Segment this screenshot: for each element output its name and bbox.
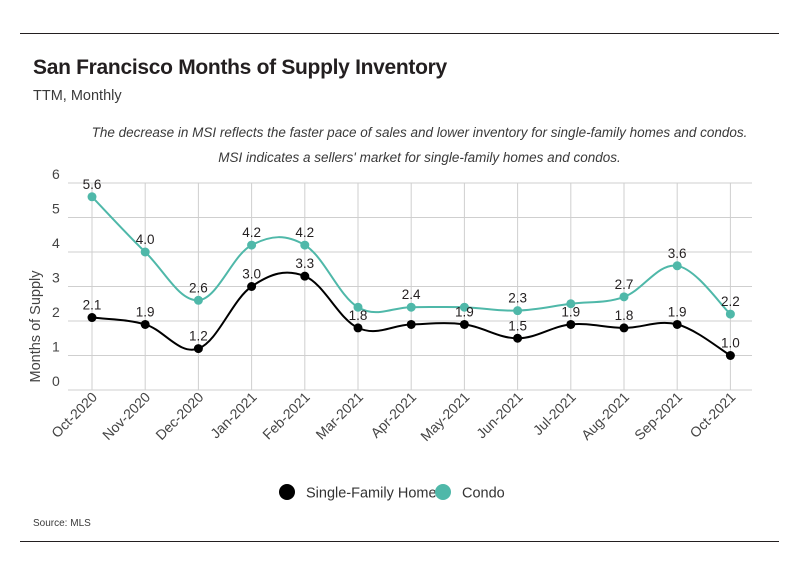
x-tick-label: Dec-2020 [152, 389, 206, 443]
single-family-data-label: 1.8 [615, 308, 634, 323]
x-tick-label: Oct-2020 [48, 389, 100, 441]
condo-data-label: 2.3 [508, 291, 527, 306]
single-family-data-label: 1.9 [455, 304, 474, 319]
single-family-point [193, 344, 203, 354]
x-tick-label: Nov-2020 [99, 389, 153, 443]
condo-point [353, 302, 363, 312]
condo-point [566, 299, 576, 309]
x-tick-label: Aug-2021 [578, 389, 632, 443]
single-family-point [672, 319, 682, 329]
y-tick-label: 6 [52, 166, 60, 182]
single-family-data-label: 1.2 [189, 329, 208, 344]
y-tick-label: 4 [52, 235, 60, 251]
single-family-point [725, 351, 735, 360]
condo-point [140, 247, 150, 257]
x-tick-label: May-2021 [417, 389, 472, 444]
single-family-point [406, 319, 416, 329]
y-tick-label: 1 [52, 339, 60, 355]
condo-point [459, 302, 469, 312]
single-family-point [300, 271, 310, 281]
condo-point [406, 302, 416, 312]
single-family-point [247, 282, 257, 291]
condo-point [193, 295, 203, 305]
series-lines: 2.1 1.9 1.2 3.0 3.3 1.8 1.9 1.5 1.9 1.8 1.9 1.0 5.6 4… [83, 177, 740, 360]
chart-note-line-2: MSI indicates a sellers' market for sing… [218, 150, 621, 165]
condo-point [725, 309, 735, 319]
single-family-data-label: 1.0 [721, 336, 740, 351]
single-family-point [566, 319, 576, 329]
chart-subtitle: TTM, Monthly [33, 88, 122, 104]
y-tick-label: 3 [52, 270, 60, 286]
condo-data-label: 2.2 [721, 294, 740, 309]
x-tick-label: Oct-2021 [686, 389, 738, 441]
x-tick-label: Apr-2021 [367, 389, 419, 441]
single-family-data-label: 2.1 [83, 298, 102, 313]
condo-point [247, 240, 257, 250]
top-rule [20, 33, 779, 34]
single-family-point [619, 323, 629, 333]
single-family-data-label: 1.8 [349, 308, 368, 323]
single-family-point [140, 319, 150, 329]
legend-marker-condo [435, 484, 451, 500]
condo-data-label: 2.7 [615, 277, 634, 292]
single-family-data-label: 1.9 [136, 304, 155, 319]
y-tick-label: 2 [52, 304, 60, 320]
y-axis-title: Months of Supply [28, 270, 44, 383]
x-tick-label: Jan-2021 [207, 389, 260, 442]
single-family-data-label: 1.9 [668, 304, 687, 319]
x-tick-label: Feb-2021 [259, 389, 313, 443]
condo-data-label: 4.2 [295, 225, 314, 240]
single-family-point [459, 319, 469, 329]
legend-label-condo: Condo [462, 486, 505, 502]
single-family-point [513, 333, 523, 343]
x-tick-label: Jun-2021 [473, 389, 526, 442]
x-tick-label: Mar-2021 [312, 389, 366, 443]
legend-label-single-family: Single-Family Home [306, 486, 437, 502]
condo-data-label: 2.4 [402, 287, 421, 302]
legend: Single-Family Home Condo [279, 484, 505, 502]
condo-point [300, 240, 310, 250]
y-tick-label: 5 [52, 201, 60, 217]
condo-data-label: 4.0 [136, 232, 155, 247]
single-family-data-label: 1.9 [561, 304, 580, 319]
single-family-data-label: 1.5 [508, 318, 527, 333]
chart-note-line-1: The decrease in MSI reflects the faster … [91, 125, 748, 140]
single-family-data-label: 3.3 [295, 256, 314, 271]
condo-point [619, 292, 629, 302]
chart-title: San Francisco Months of Supply Inventory [33, 56, 447, 79]
condo-point [87, 192, 97, 202]
condo-data-label: 3.6 [668, 246, 687, 261]
condo-data-label: 5.6 [83, 177, 102, 192]
single-family-point [353, 323, 363, 333]
source-note: Source: MLS [33, 518, 91, 529]
x-tick-label: Jul-2021 [530, 389, 579, 438]
x-tick-label: Sep-2021 [631, 389, 685, 443]
single-family-point [87, 313, 97, 323]
condo-point [513, 306, 523, 316]
condo-data-label: 2.6 [189, 280, 208, 295]
condo-point [672, 261, 682, 271]
single-family-data-label: 3.0 [242, 267, 261, 282]
bottom-rule [20, 541, 779, 542]
legend-marker-single-family [279, 484, 295, 500]
y-tick-label: 0 [52, 373, 60, 389]
condo-data-label: 4.2 [242, 225, 261, 240]
y-axis-ticks: 0 1 2 3 4 5 6 [52, 166, 60, 389]
